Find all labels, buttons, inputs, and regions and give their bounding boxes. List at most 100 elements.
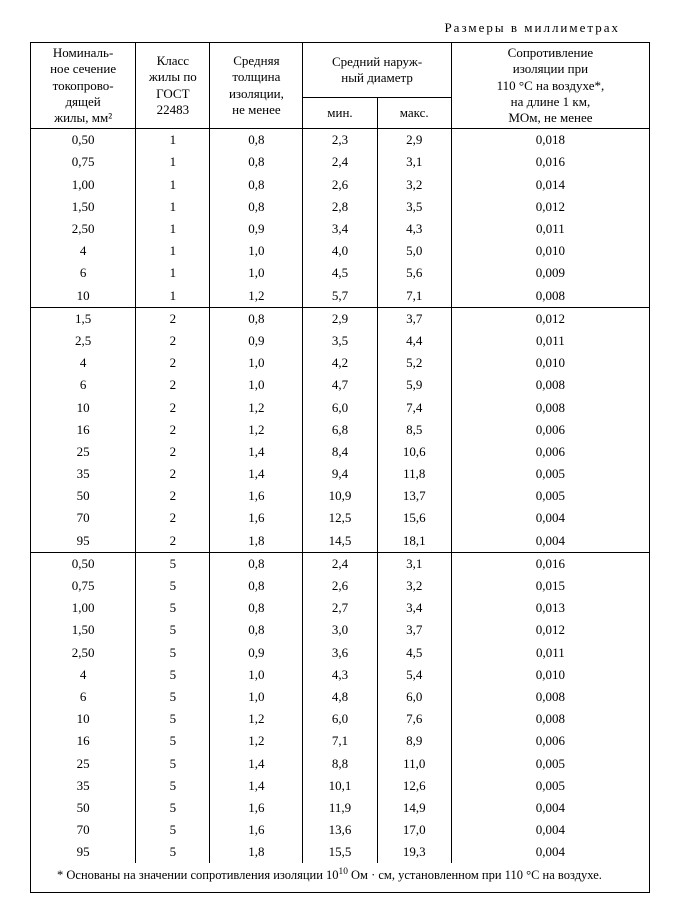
table-cell: 0,8 [210, 196, 303, 218]
table-cell: 13,7 [377, 485, 451, 507]
table-cell: 5 [136, 819, 210, 841]
table-cell: 0,009 [451, 262, 649, 284]
header-resistance: Сопротивление изоляции при 110 °С на воз… [451, 43, 649, 129]
table-row: 2521,48,410,60,006 [31, 441, 650, 463]
table-row: 2,5050,93,64,50,011 [31, 642, 650, 664]
table-row: 0,5050,82,43,10,016 [31, 552, 650, 575]
table-cell: 14,9 [377, 797, 451, 819]
table-cell: 1,50 [31, 196, 136, 218]
table-cell: 2,6 [303, 174, 377, 196]
table-cell: 0,006 [451, 419, 649, 441]
table-cell: 12,6 [377, 775, 451, 797]
table-row: 621,04,75,90,008 [31, 374, 650, 396]
table-cell: 5 [136, 841, 210, 863]
table-cell: 5,9 [377, 374, 451, 396]
table-cell: 7,1 [303, 730, 377, 752]
table-cell: 4 [31, 664, 136, 686]
table-cell: 2 [136, 463, 210, 485]
table-cell: 5,2 [377, 352, 451, 374]
table-cell: 2,50 [31, 642, 136, 664]
table-cell: 2 [136, 397, 210, 419]
table-cell: 0,008 [451, 374, 649, 396]
table-cell: 3,4 [377, 597, 451, 619]
table-cell: 13,6 [303, 819, 377, 841]
table-cell: 4,5 [377, 642, 451, 664]
table-cell: 0,8 [210, 575, 303, 597]
table-cell: 0,8 [210, 307, 303, 330]
table-cell: 17,0 [377, 819, 451, 841]
table-row: 611,04,55,60,009 [31, 262, 650, 284]
table-cell: 1 [136, 151, 210, 173]
table-row: 1011,25,77,10,008 [31, 285, 650, 308]
table-cell: 0,9 [210, 330, 303, 352]
table-cell: 2 [136, 530, 210, 553]
table-cell: 2 [136, 330, 210, 352]
table-row: 1,5050,83,03,70,012 [31, 619, 650, 641]
header-diameter-min: мин. [303, 98, 377, 129]
table-cell: 6,0 [377, 686, 451, 708]
table-cell: 2,9 [377, 129, 451, 152]
table-cell: 0,005 [451, 775, 649, 797]
table-cell: 3,0 [303, 619, 377, 641]
table-row: 1,5010,82,83,50,012 [31, 196, 650, 218]
table-cell: 5 [136, 775, 210, 797]
table-cell: 1,0 [210, 374, 303, 396]
table-cell: 2,7 [303, 597, 377, 619]
table-cell: 0,012 [451, 307, 649, 330]
table-cell: 0,004 [451, 841, 649, 863]
table-cell: 4,7 [303, 374, 377, 396]
table-cell: 16 [31, 730, 136, 752]
table-cell: 0,008 [451, 285, 649, 308]
table-cell: 5 [136, 708, 210, 730]
table-cell: 5 [136, 597, 210, 619]
table-cell: 0,016 [451, 552, 649, 575]
table-cell: 0,008 [451, 397, 649, 419]
table-cell: 1,00 [31, 597, 136, 619]
table-row: 421,04,25,20,010 [31, 352, 650, 374]
table-cell: 1,2 [210, 708, 303, 730]
table-cell: 2 [136, 485, 210, 507]
table-cell: 0,004 [451, 530, 649, 553]
table-cell: 1,4 [210, 441, 303, 463]
table-cell: 2,4 [303, 552, 377, 575]
table-cell: 1,0 [210, 352, 303, 374]
table-cell: 1,6 [210, 819, 303, 841]
table-cell: 2,6 [303, 575, 377, 597]
table-cell: 0,010 [451, 664, 649, 686]
table-cell: 2,5 [31, 330, 136, 352]
table-cell: 0,8 [210, 552, 303, 575]
table-row: 3521,49,411,80,005 [31, 463, 650, 485]
table-cell: 7,6 [377, 708, 451, 730]
table-cell: 0,018 [451, 129, 649, 152]
table-cell: 1,0 [210, 240, 303, 262]
table-cell: 6 [31, 262, 136, 284]
table-cell: 7,4 [377, 397, 451, 419]
table-cell: 12,5 [303, 507, 377, 529]
table-cell: 2,3 [303, 129, 377, 152]
table-cell: 10,9 [303, 485, 377, 507]
table-cell: 2 [136, 374, 210, 396]
table-cell: 50 [31, 797, 136, 819]
table-cell: 11,0 [377, 753, 451, 775]
table-row: 1,0050,82,73,40,013 [31, 597, 650, 619]
table-cell: 4,0 [303, 240, 377, 262]
table-cell: 0,005 [451, 463, 649, 485]
table-cell: 4,4 [377, 330, 451, 352]
table-cell: 0,75 [31, 151, 136, 173]
table-cell: 5 [136, 753, 210, 775]
table-cell: 5,7 [303, 285, 377, 308]
table-cell: 1 [136, 240, 210, 262]
table-cell: 2 [136, 441, 210, 463]
table-row: 0,5010,82,32,90,018 [31, 129, 650, 152]
table-cell: 8,5 [377, 419, 451, 441]
table-cell: 11,8 [377, 463, 451, 485]
table-cell: 0,011 [451, 218, 649, 240]
table-cell: 3,1 [377, 552, 451, 575]
table-cell: 0,011 [451, 330, 649, 352]
table-row: 451,04,35,40,010 [31, 664, 650, 686]
table-cell: 6 [31, 686, 136, 708]
table-cell: 2 [136, 307, 210, 330]
table-cell: 3,1 [377, 151, 451, 173]
table-row: 1,0010,82,63,20,014 [31, 174, 650, 196]
table-cell: 3,4 [303, 218, 377, 240]
